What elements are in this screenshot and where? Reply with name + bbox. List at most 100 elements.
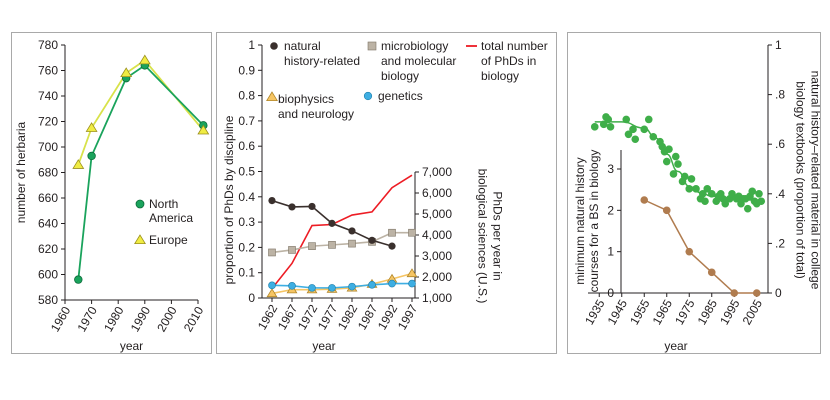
y2-tick-label: 6,000 <box>422 186 452 200</box>
y-tick-label: 0.8 <box>238 89 255 103</box>
x-tick-label-group: 1995 <box>717 297 743 327</box>
textbooks-point <box>685 185 694 193</box>
y-tick-label: 640 <box>38 217 58 231</box>
textbooks-point <box>680 172 689 181</box>
y-tick-label: 1 <box>248 38 255 52</box>
legend-micro-label-line: and molecular <box>381 54 456 68</box>
legend-micro-label-line: microbiology <box>381 39 448 53</box>
x-tick-label: 1935 <box>582 297 608 327</box>
y2-tick-label: 2,000 <box>422 270 452 284</box>
textbooks-point <box>748 187 757 196</box>
y2-axis-label-textbooks-line: natural history–related material in coll… <box>808 71 822 290</box>
textbooks-point <box>599 120 608 129</box>
micro-point <box>288 246 296 254</box>
textbooks-point <box>743 204 752 213</box>
textbooks-point <box>622 115 631 124</box>
textbooks-point <box>649 132 658 141</box>
biophysics-point <box>406 268 418 278</box>
textbooks-point <box>698 190 707 198</box>
legend-europe-label: Europe <box>149 233 188 247</box>
y-tick-label: 0.9 <box>238 63 255 77</box>
x-tick-label-group: 1935 <box>582 297 608 327</box>
y-tick-label: 660 <box>38 191 58 205</box>
x-tick-label: 2005 <box>740 297 766 327</box>
natural-history-point <box>368 236 376 244</box>
textbooks-chart-panel <box>567 32 821 354</box>
courses-point <box>640 196 649 204</box>
y2-tick-label: .2 <box>775 236 785 250</box>
genetics-point <box>308 284 316 292</box>
y2-tick-label: 0 <box>775 286 782 300</box>
north-america-point <box>74 275 83 284</box>
x-tick-label: 1985 <box>695 297 721 327</box>
textbooks-point <box>624 130 633 139</box>
legend-micro-marker <box>367 41 377 51</box>
y-axis-label-line: proportion of PhDs by discipline <box>222 115 236 284</box>
legend-total-label-line: biology <box>481 69 519 83</box>
europe-point <box>72 159 85 169</box>
legend-genetics-label: genetics <box>378 89 423 103</box>
y2-tick-label: .4 <box>775 187 785 201</box>
natural-history-point <box>348 227 356 235</box>
textbooks-point <box>669 170 678 178</box>
textbooks-point <box>701 197 709 206</box>
y2-axis-label-line: PhDs per year in <box>490 191 504 280</box>
x-tick-label-group: 1955 <box>627 297 653 327</box>
textbooks-point <box>757 197 766 206</box>
natural-history-point <box>388 242 396 250</box>
textbooks-point <box>703 185 712 193</box>
textbooks-point <box>674 160 682 168</box>
textbooks-point <box>640 125 649 134</box>
legend-europe-marker <box>134 234 146 245</box>
micro-point <box>408 228 416 237</box>
europe-point <box>120 67 133 78</box>
genetics-point <box>348 282 356 291</box>
micro-point <box>308 242 316 250</box>
y2-tick-label: 7,000 <box>422 165 452 179</box>
courses-point <box>730 289 739 297</box>
biophysics-point <box>266 288 278 298</box>
y-tick-label: 600 <box>38 268 58 282</box>
phds-chart-panel <box>216 32 557 354</box>
y-tick-label: 620 <box>38 242 58 256</box>
y-tick-label: 0 <box>248 291 255 305</box>
legend-biophysics-label-line: and neurology <box>278 107 354 121</box>
y-tick-label: 680 <box>38 166 58 180</box>
series-line-courses <box>643 199 757 294</box>
natural-history-point <box>308 202 316 211</box>
textbooks-point <box>707 190 716 198</box>
y-axis-label: proportion of PhDs by discipline <box>222 115 236 284</box>
textbooks-point <box>606 123 615 131</box>
genetics-point <box>408 279 416 288</box>
textbooks-point <box>728 190 736 198</box>
x-tick-label: 1975 <box>672 297 698 327</box>
genetics-point <box>268 281 276 290</box>
y-axis-label-courses: minimum natural history courses for a BS … <box>573 150 601 293</box>
y2-tick-label: 4,000 <box>422 228 452 242</box>
y-tick-label: 0.1 <box>238 266 255 280</box>
y-axis-label-courses-line: courses for a BS in biology <box>587 150 601 293</box>
y-axis-label: number of herbaria <box>14 121 28 223</box>
y-tick-label: 0.4 <box>238 190 255 204</box>
y-tick-label: 0.6 <box>238 139 255 153</box>
x-tick-label-group: 1945 <box>605 297 631 327</box>
legend-north-america-marker <box>135 199 145 209</box>
micro-point <box>268 248 276 257</box>
natural-history-point <box>288 203 296 211</box>
x-axis-label: year <box>312 339 335 353</box>
textbooks-point <box>590 123 599 131</box>
legend-north-america-label-line: North <box>149 197 178 211</box>
europe-point <box>85 122 98 132</box>
x-tick-label: 1955 <box>627 297 653 327</box>
legend-micro-label-line: biology <box>381 69 419 83</box>
y-tick-label: 0.5 <box>238 165 255 179</box>
series-line-total-phds <box>271 174 413 290</box>
x-axis-label: year <box>120 339 143 353</box>
courses-point <box>752 289 761 297</box>
